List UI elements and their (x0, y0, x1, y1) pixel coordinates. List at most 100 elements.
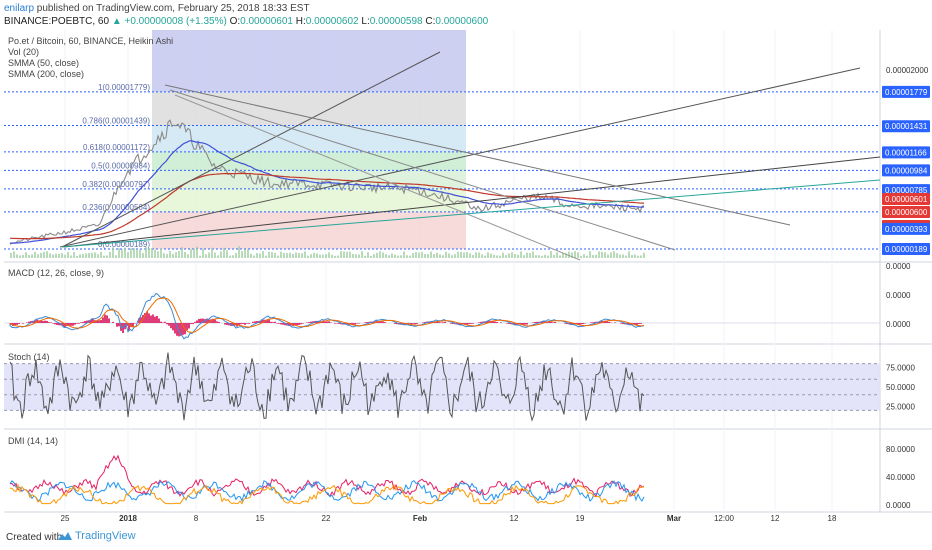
macd-histogram-bar (566, 323, 568, 325)
macd-histogram-bar (506, 323, 508, 324)
macd-signal-line (9, 297, 645, 333)
volume-bar (139, 249, 141, 258)
fib-level-label: 0(0.00000189) (98, 240, 150, 249)
volume-bar (283, 252, 285, 258)
volume-bar (454, 254, 456, 258)
macd-histogram-bar (430, 321, 432, 323)
macd-histogram-bar (378, 321, 380, 323)
tradingview-logo-icon (58, 532, 72, 541)
volume-bar (103, 255, 105, 258)
macd-histogram-bar (232, 323, 234, 326)
volume-bar (208, 252, 210, 258)
volume-bar (49, 253, 51, 258)
volume-bar (94, 252, 96, 258)
time-axis-label: 22 (322, 514, 331, 523)
macd-histogram-bar (580, 323, 582, 325)
fib-zone (152, 91, 466, 126)
volume-bar (169, 250, 171, 258)
time-axis-label: 18 (828, 514, 837, 523)
volume-bar (478, 252, 480, 258)
macd-histogram-bar (72, 323, 74, 326)
author-link[interactable]: enilarp (4, 3, 35, 14)
macd-histogram-bar (240, 323, 242, 325)
macd-histogram-bar (182, 323, 184, 335)
volume-bar (607, 254, 609, 258)
volume-bar (25, 252, 27, 258)
volume-bar (508, 253, 510, 258)
volume-bar (520, 251, 522, 258)
macd-histogram-bar (212, 318, 214, 323)
macd-histogram-bar (306, 322, 308, 323)
volume-bar (583, 254, 585, 258)
macd-histogram-bar (226, 323, 228, 326)
macd-histogram-bar (526, 323, 528, 325)
volume-bar (328, 252, 330, 258)
macd-histogram-bar (324, 321, 326, 323)
stoch-line (9, 352, 645, 422)
tradingview-logo[interactable]: TradingView (58, 530, 136, 542)
volume-bar (223, 247, 225, 258)
macd-histogram-bar (408, 323, 410, 324)
macd-histogram-bar (610, 322, 612, 323)
price-axis-label: 0.00000984 (885, 166, 928, 175)
volume-bar (88, 253, 90, 258)
macd-histogram-bar (444, 321, 446, 323)
price-axis-label: 0.00000189 (885, 245, 928, 254)
volume-bar (235, 252, 237, 258)
macd-histogram-bar (478, 322, 480, 323)
volume-bar (634, 254, 636, 258)
volume-bar (595, 254, 597, 258)
macd-histogram-bar (640, 323, 642, 324)
macd-histogram-bar (312, 321, 314, 323)
macd-histogram-bar (216, 321, 218, 323)
macd-histogram-bar (464, 323, 466, 325)
volume-bar (532, 251, 534, 258)
macd-histogram-bar (16, 323, 18, 325)
volume-bar (247, 249, 249, 258)
macd-histogram-bar (274, 321, 276, 323)
volume-bar (67, 251, 69, 258)
time-axis-label: 12 (771, 514, 780, 523)
macd-histogram-bar (450, 323, 452, 324)
macd-histogram-bar (380, 321, 382, 323)
volume-bar (418, 252, 420, 258)
macd-histogram-bar (144, 312, 146, 323)
volume-bar (241, 251, 243, 258)
macd-histogram-bar (238, 323, 240, 326)
volume-bar (625, 255, 627, 258)
volume-bar (631, 254, 633, 258)
volume-bar (559, 255, 561, 258)
volume-bar (466, 251, 468, 258)
volume-bar (544, 254, 546, 258)
macd-histogram-bar (410, 323, 412, 325)
macd-histogram-bar (98, 320, 100, 323)
volume-bar (397, 255, 399, 258)
time-axis-label: 8 (194, 514, 199, 523)
volume-bar (52, 254, 54, 258)
volume-bar (553, 254, 555, 258)
macd-histogram-bar (298, 323, 300, 325)
ohlc-high-value: 0.00000602 (305, 16, 359, 27)
volume-bar (358, 254, 360, 258)
macd-histogram-bar (190, 323, 192, 324)
volume-bar (178, 250, 180, 258)
volume-bar (604, 252, 606, 258)
macd-histogram-bar (22, 323, 24, 324)
volume-bar (526, 252, 528, 258)
macd-histogram-bar (590, 322, 592, 323)
macd-histogram-bar (186, 323, 188, 331)
macd-histogram-bar (544, 321, 546, 323)
macd-histogram-bar (482, 321, 484, 323)
footer: Created with TradingView (0, 526, 932, 550)
fib-zone-top (152, 30, 466, 92)
macd-histogram-bar (202, 318, 204, 323)
volume-bar (196, 246, 198, 258)
volume-bar (82, 253, 84, 258)
volume-bar (457, 251, 459, 258)
volume-bar (109, 251, 111, 258)
trend-line (174, 94, 581, 261)
ohlc-open-label: O: (229, 16, 241, 27)
macd-histogram-bar (532, 322, 534, 323)
volume-bar (529, 253, 531, 258)
